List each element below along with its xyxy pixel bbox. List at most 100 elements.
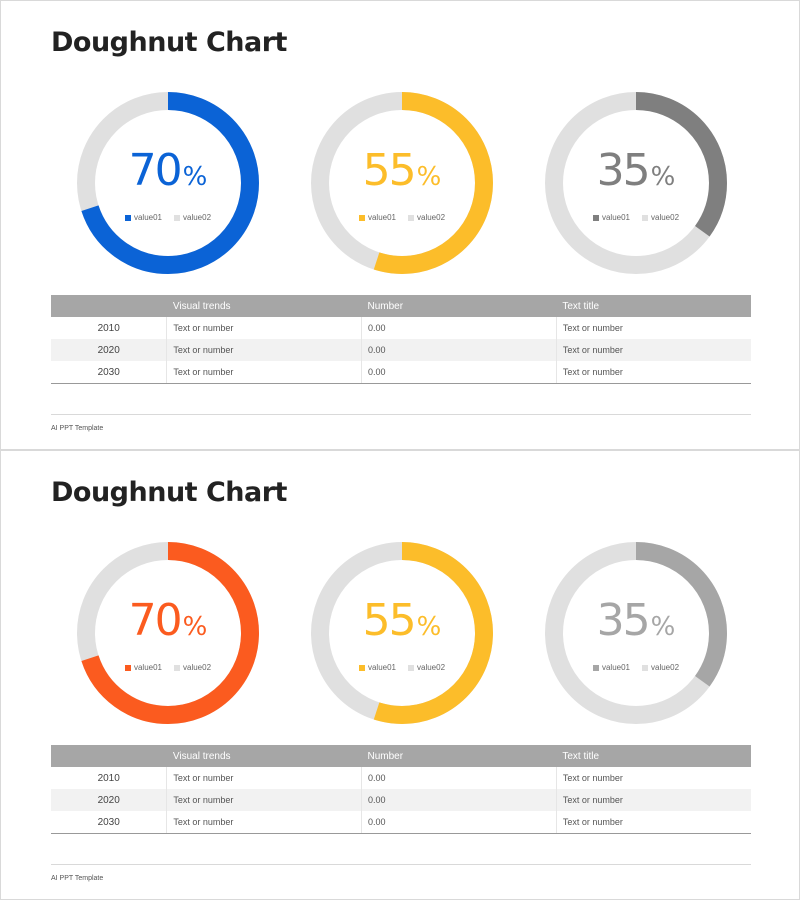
chart-legend: value01 value02	[310, 213, 494, 222]
data-table: Visual trends Number Text title 2010 Text or…	[51, 295, 751, 384]
chart-legend: value01 value02	[544, 213, 728, 222]
table-cell: Text or number	[166, 811, 362, 834]
legend-label: value01	[367, 663, 396, 672]
table-cell: 2010	[97, 772, 120, 784]
percentage-value: 55	[362, 145, 417, 196]
legend-swatch	[358, 664, 365, 671]
percentage-unit: %	[182, 162, 208, 192]
legend-label: value01	[601, 213, 630, 222]
legend-swatch	[408, 664, 414, 671]
footer-text: AI PPT Template	[51, 425, 104, 432]
data-table: Visual trends Number Text title 2010 Text or…	[51, 745, 751, 834]
slide-title: Doughnut Chart	[51, 27, 287, 58]
legend-item: value01	[592, 213, 630, 222]
legend-item: value01	[358, 663, 396, 672]
slide-2: Doughnut Chart 70% value01 value02 55% valu…	[0, 450, 800, 900]
table-cell: Text or number	[555, 317, 751, 339]
table-cell: 2020	[51, 339, 167, 361]
legend-label: value02	[417, 213, 446, 222]
table-cell: Text or number	[555, 789, 751, 811]
legend-item: value02	[174, 213, 211, 222]
donut-center-label: 55%	[310, 145, 494, 196]
legend-swatch	[358, 214, 365, 221]
legend-swatch	[642, 664, 648, 671]
legend-label: value02	[417, 663, 446, 672]
table-cell: Text or number	[166, 317, 362, 339]
legend-swatch	[124, 664, 131, 671]
legend-label: value02	[183, 213, 212, 222]
legend-label: value01	[133, 663, 162, 672]
legend-swatch	[124, 214, 131, 221]
table-cell: 0.00	[360, 767, 557, 789]
percentage-value: 35	[596, 145, 651, 196]
legend-item: value01	[124, 663, 162, 672]
footer-divider	[51, 864, 751, 865]
table-cell: 2030	[51, 811, 167, 834]
table-cell: Text or number	[166, 339, 362, 361]
legend-swatch	[174, 664, 180, 671]
table-cell: Text or number	[166, 767, 362, 789]
percentage-value: 70	[128, 145, 183, 196]
donut-svg	[77, 542, 259, 724]
percentage-value: 55	[362, 595, 417, 646]
table-header-row: Visual trends Number Text title	[51, 295, 751, 317]
legend-label: value02	[651, 663, 680, 672]
table-header-cell: Visual trends	[166, 745, 362, 767]
donut-center-label: 55%	[310, 595, 494, 646]
table-cell: Text or number	[555, 811, 751, 834]
donut-chart-55: 55% value01 value02	[310, 91, 494, 275]
percentage-unit: %	[650, 612, 676, 642]
table-cell: Text or number	[555, 361, 751, 384]
footer-divider	[51, 414, 751, 415]
donut-slice-value01	[545, 542, 727, 724]
table-cell: Text or number	[166, 789, 362, 811]
table-header-cell	[51, 295, 167, 317]
percentage-value: 35	[596, 595, 651, 646]
donut-svg	[311, 92, 493, 274]
table-row: 2030 Text or number 0.00 Text or number	[51, 361, 751, 384]
table-cell: 2010	[97, 322, 120, 334]
legend-item: value02	[642, 213, 679, 222]
table-cell: 0.00	[360, 317, 557, 339]
percentage-unit: %	[650, 162, 676, 192]
chart-legend: value01 value02	[310, 663, 494, 672]
percentage-value: 70	[128, 595, 183, 646]
table-header-cell: Text title	[556, 295, 751, 317]
legend-label: value02	[183, 663, 212, 672]
donut-slice-value01	[545, 92, 727, 274]
table-header-cell	[51, 745, 167, 767]
donut-center-label: 35%	[544, 595, 728, 646]
table-row: 2020 Text or number 0.00 Text or number	[51, 339, 751, 361]
slide-1: Doughnut Chart 70% value01 value02 55% valu…	[0, 0, 800, 450]
table-cell: 2020	[51, 789, 167, 811]
legend-item: value01	[592, 663, 630, 672]
legend-item: value02	[408, 663, 445, 672]
table-cell: Text or number	[166, 361, 362, 384]
donut-chart-35: 35% value01 value02	[544, 541, 728, 725]
chart-legend: value01 value02	[544, 663, 728, 672]
table-cell: 0.00	[360, 789, 557, 811]
donut-svg	[545, 542, 727, 724]
table-header-cell: Text title	[556, 745, 751, 767]
donut-center-label: 70%	[76, 145, 260, 196]
table-cell: 0.00	[360, 811, 557, 834]
donut-center-label: 35%	[544, 145, 728, 196]
chart-legend: value01 value02	[76, 213, 260, 222]
legend-label: value01	[133, 213, 162, 222]
legend-item: value01	[358, 213, 396, 222]
donut-slice-value01	[311, 542, 493, 724]
table-header-cell: Number	[361, 295, 557, 317]
legend-swatch	[592, 664, 599, 671]
table-cell: 0.00	[360, 361, 557, 384]
legend-item: value02	[408, 213, 445, 222]
table-header-cell: Number	[361, 745, 557, 767]
table-row: 2020 Text or number 0.00 Text or number	[51, 789, 751, 811]
legend-item: value01	[124, 213, 162, 222]
donut-slice-value01	[311, 92, 493, 274]
table-cell: 2030	[51, 361, 167, 384]
legend-swatch	[408, 214, 414, 221]
table-row: 2010 Text or number 0.00 Text or number	[51, 767, 751, 789]
table-header-cell: Visual trends	[166, 295, 362, 317]
legend-label: value02	[651, 213, 680, 222]
footer-text: AI PPT Template	[51, 875, 104, 882]
